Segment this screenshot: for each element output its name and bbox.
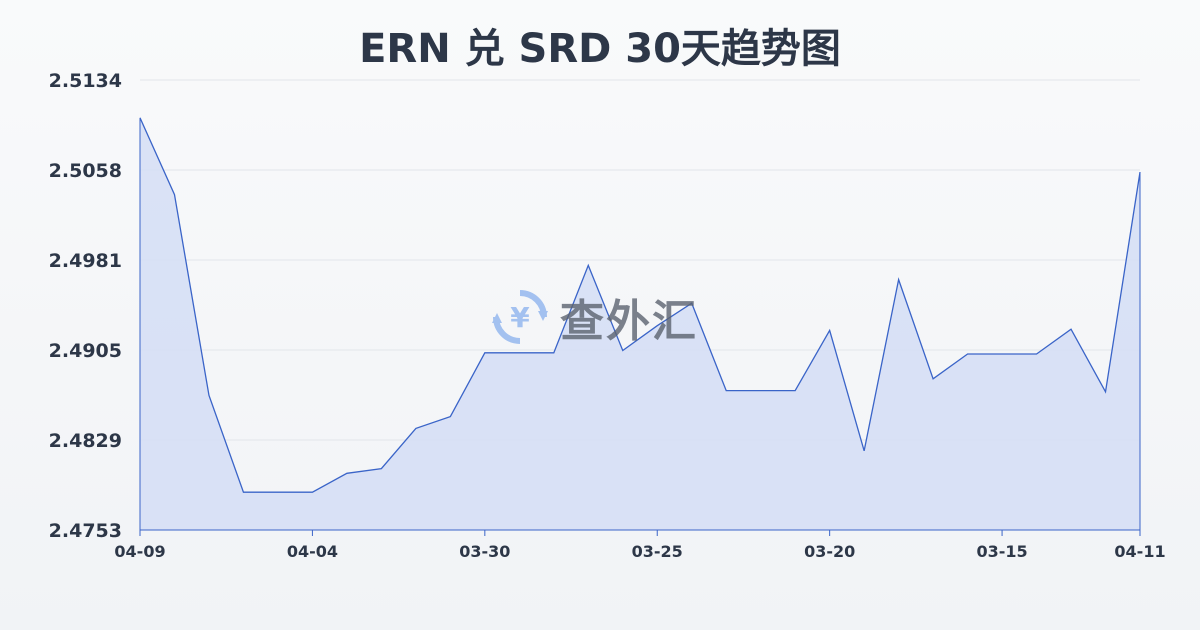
y-tick-label: 2.4753 — [49, 520, 122, 542]
x-tick-label: 03-30 — [459, 542, 510, 561]
area-fill — [140, 117, 1140, 530]
chart-title: ERN 兑 SRD 30天趋势图 — [359, 26, 841, 72]
watermark: ¥ 查外汇 — [490, 285, 698, 349]
y-tick-label: 2.4981 — [49, 250, 122, 272]
x-tick-label: 03-20 — [804, 542, 855, 561]
x-tick-label: 03-25 — [632, 542, 683, 561]
yen-exchange-icon: ¥ — [492, 290, 548, 344]
x-tick-label: 04-09 — [114, 542, 165, 561]
y-tick-label: 2.5134 — [49, 70, 122, 92]
y-tick-label: 2.4905 — [49, 340, 122, 362]
x-tick-label: 04-04 — [287, 542, 338, 561]
y-tick-label: 2.5058 — [49, 160, 122, 182]
svg-text:¥: ¥ — [510, 301, 530, 334]
x-tick-label: 04-11 — [1114, 542, 1165, 561]
series-line — [139, 117, 1141, 493]
y-tick-label: 2.4829 — [49, 430, 122, 452]
watermark-text: 查外汇 — [560, 296, 698, 347]
x-tick-label: 03-15 — [976, 542, 1027, 561]
